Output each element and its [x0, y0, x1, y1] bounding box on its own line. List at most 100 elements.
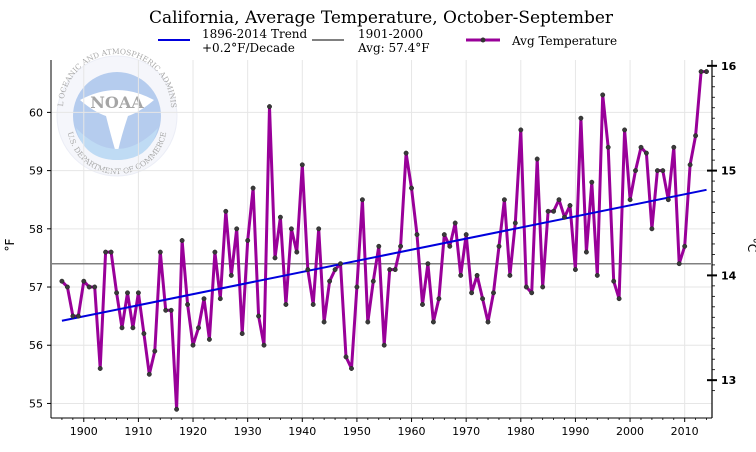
- noaa-logo-ring: [56, 55, 178, 177]
- data-point: [491, 290, 496, 296]
- data-point: [507, 272, 513, 278]
- data-point: [217, 296, 223, 302]
- data-point: [86, 284, 92, 290]
- data-point: [157, 249, 163, 255]
- x-tick-label: 1930: [234, 425, 262, 438]
- data-point: [480, 296, 486, 302]
- data-point: [447, 243, 453, 249]
- data-point: [436, 296, 442, 302]
- data-point: [643, 150, 649, 156]
- data-point: [562, 214, 567, 220]
- data-point: [496, 243, 502, 249]
- data-point: [119, 325, 125, 331]
- data-point: [654, 168, 660, 174]
- data-point: [633, 168, 638, 174]
- data-point: [125, 290, 130, 296]
- data-point: [398, 243, 404, 249]
- data-point: [545, 208, 551, 214]
- y-tick-label: 57: [29, 281, 43, 294]
- data-point: [687, 162, 693, 168]
- data-point: [114, 290, 120, 296]
- data-point: [59, 278, 65, 284]
- data-point: [600, 92, 606, 98]
- x-tick-label: 1900: [70, 425, 98, 438]
- data-point: [589, 179, 595, 185]
- legend-avg-label-1: 1901-2000: [358, 27, 423, 41]
- data-point: [359, 197, 365, 203]
- data-point: [239, 331, 245, 337]
- data-point: [305, 267, 311, 273]
- data-point: [430, 319, 436, 325]
- data-point: [485, 319, 491, 325]
- data-point: [245, 238, 251, 243]
- data-point: [223, 208, 229, 214]
- y-tick-label: 59: [29, 165, 43, 178]
- data-point: [130, 325, 136, 331]
- data-point: [452, 220, 458, 226]
- data-point: [425, 261, 431, 267]
- data-point: [81, 278, 87, 284]
- x-tick-label: 1910: [124, 425, 152, 438]
- data-point: [529, 290, 535, 296]
- x-tick-label: 1960: [398, 425, 426, 438]
- y-tick-label: 56: [29, 339, 43, 352]
- y2-tick-label: 14: [721, 269, 737, 282]
- data-point: [518, 127, 524, 133]
- legend-series-marker: [480, 37, 486, 43]
- data-point: [403, 150, 409, 156]
- legend-series-label: Avg Temperature: [511, 34, 617, 48]
- noaa-logo-center-text: NOAA: [90, 93, 144, 112]
- data-point: [234, 226, 240, 232]
- y-tick-label: 58: [29, 223, 43, 236]
- data-point: [277, 214, 283, 220]
- data-point: [163, 307, 169, 313]
- noaa-logo-lower-sky: [76, 128, 158, 160]
- data-point: [201, 296, 207, 302]
- data-point: [556, 197, 562, 203]
- data-point: [572, 267, 578, 273]
- data-point: [146, 371, 152, 377]
- data-point: [463, 232, 469, 238]
- data-point: [294, 249, 300, 255]
- data-point: [321, 319, 327, 325]
- data-point: [376, 243, 382, 249]
- data-point: [316, 226, 322, 232]
- data-point: [354, 284, 360, 290]
- data-point: [665, 197, 671, 203]
- data-point: [261, 342, 267, 348]
- y2-tick-label: 13: [721, 374, 736, 387]
- data-point: [540, 284, 546, 290]
- legend-trend-label-2: +0.2°F/Decade: [202, 41, 295, 55]
- data-point: [196, 325, 201, 331]
- y2-axis-label: °C: [745, 238, 756, 252]
- data-point: [75, 313, 81, 319]
- data-point: [288, 226, 294, 232]
- data-point: [212, 249, 218, 255]
- data-point: [64, 284, 70, 290]
- data-point: [512, 220, 518, 226]
- data-point: [409, 185, 414, 191]
- data-point: [206, 336, 212, 342]
- data-point: [392, 267, 398, 273]
- data-point: [267, 104, 272, 110]
- data-point: [92, 284, 98, 290]
- data-point: [676, 261, 682, 267]
- x-tick-label: 1970: [452, 425, 480, 438]
- data-point: [682, 243, 688, 249]
- axes: [47, 60, 717, 422]
- noaa-logo-disc: [73, 72, 161, 160]
- data-point: [365, 319, 371, 325]
- x-tick-label: 1920: [179, 425, 207, 438]
- x-tick-label: 2010: [671, 425, 699, 438]
- data-points: [59, 69, 709, 412]
- chart-title: California, Average Temperature, October…: [149, 8, 614, 28]
- x-tick-label: 1950: [343, 425, 371, 438]
- data-point: [638, 144, 644, 150]
- data-point: [605, 144, 611, 150]
- data-point: [250, 185, 256, 191]
- data-point: [179, 238, 185, 243]
- legend-trend-label-1: 1896-2014 Trend: [202, 27, 308, 41]
- data-point: [327, 278, 333, 284]
- data-point: [469, 290, 475, 296]
- data-point: [594, 272, 600, 278]
